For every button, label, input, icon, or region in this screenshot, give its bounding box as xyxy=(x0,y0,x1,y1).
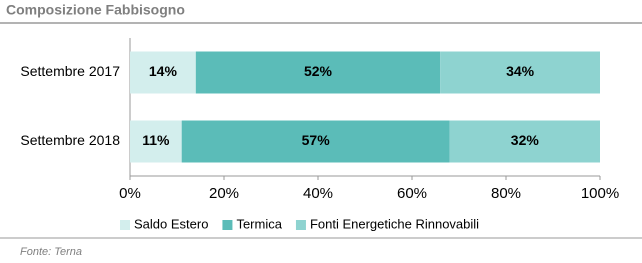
x-tick-label: 60% xyxy=(397,185,427,202)
x-tick-label: 40% xyxy=(303,185,333,202)
bar-segment xyxy=(195,51,441,94)
bar-segment xyxy=(181,120,450,163)
data-label: 11% xyxy=(142,132,170,148)
x-tick-label: 100% xyxy=(581,185,619,202)
source: Fonte: Terna xyxy=(20,246,82,258)
legend-swatch xyxy=(120,220,130,230)
data-label: 34% xyxy=(506,63,535,79)
legend-swatch xyxy=(222,220,233,230)
bar-segment xyxy=(130,51,196,94)
data-label: 57% xyxy=(302,132,331,148)
x-tick-label: 80% xyxy=(491,185,521,202)
data-label: 32% xyxy=(511,132,540,148)
x-tick-label: 0% xyxy=(119,185,141,202)
data-label: 14% xyxy=(149,63,178,79)
y-tick-label: Settembre 2018 xyxy=(20,132,120,148)
legend-label: Termica xyxy=(236,216,282,231)
legend-label: Saldo Estero xyxy=(134,216,208,231)
y-tick-label: Settembre 2017 xyxy=(20,63,120,79)
chart-title: Composizione Fabbisogno xyxy=(6,2,185,18)
x-tick-label: 20% xyxy=(209,185,239,202)
bar-segment xyxy=(449,120,600,163)
legend-swatch xyxy=(295,220,306,230)
bar-segment xyxy=(130,120,182,163)
bar-segment xyxy=(440,51,600,94)
data-label: 52% xyxy=(304,63,333,79)
legend-label: Fonti Energetiche Rinnovabili xyxy=(310,216,479,231)
